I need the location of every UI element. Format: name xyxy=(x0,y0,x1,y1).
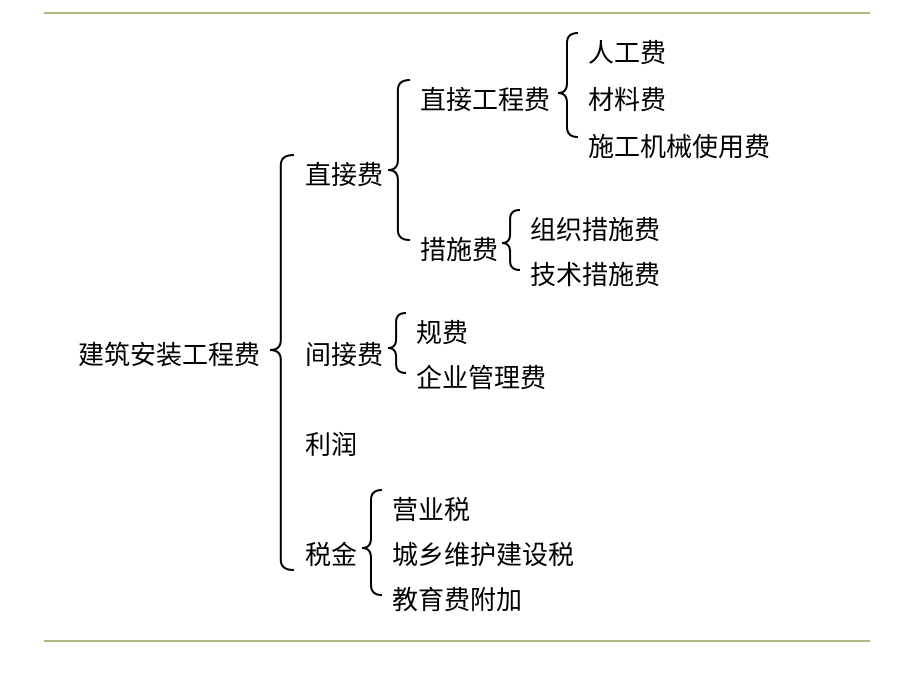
brace xyxy=(502,210,524,274)
tree-node: 直接工程费 xyxy=(420,80,550,117)
tree-node: 组织措施费 xyxy=(530,210,660,247)
brace xyxy=(388,313,410,377)
tree-node: 利润 xyxy=(305,425,357,462)
tree-node: 规费 xyxy=(416,313,468,350)
tree-node: 建筑安装工程费 xyxy=(78,335,260,372)
tree-node: 间接费 xyxy=(305,335,383,372)
brace xyxy=(558,33,582,141)
tree-node: 城乡维护建设税 xyxy=(392,535,574,572)
tree-node: 措施费 xyxy=(420,230,498,267)
tree-node: 直接费 xyxy=(305,155,383,192)
brace xyxy=(270,155,298,574)
tree-node: 施工机械使用费 xyxy=(588,127,770,164)
brace xyxy=(362,490,386,599)
tree-node: 教育费附加 xyxy=(392,580,522,617)
tree-node: 人工费 xyxy=(588,33,666,70)
tree-node: 税金 xyxy=(305,535,357,572)
tree-node: 营业税 xyxy=(392,490,470,527)
border-top xyxy=(44,12,870,14)
tree-node: 企业管理费 xyxy=(416,358,546,395)
tree-node: 材料费 xyxy=(588,80,666,117)
tree-node: 技术措施费 xyxy=(530,255,660,292)
border-bottom xyxy=(44,640,870,642)
brace xyxy=(388,80,414,244)
diagram-canvas: 建筑安装工程费 直接费 直接工程费 人工费材料费施工机械使用费措施费组织措施费技术措施… xyxy=(0,0,920,690)
